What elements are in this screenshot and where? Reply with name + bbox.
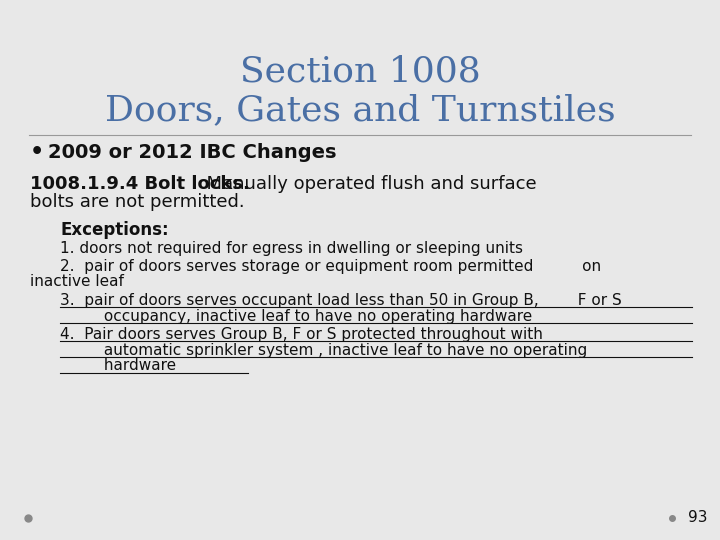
Text: 93: 93 (688, 510, 708, 525)
Text: automatic sprinkler system , inactive leaf to have no operating: automatic sprinkler system , inactive le… (60, 342, 588, 357)
Text: occupancy, inactive leaf to have no operating hardware: occupancy, inactive leaf to have no oper… (60, 308, 532, 323)
Text: 4.  Pair doors serves Group B, F or S protected throughout with: 4. Pair doors serves Group B, F or S pro… (60, 327, 543, 341)
Text: Exceptions:: Exceptions: (60, 221, 168, 239)
Text: 1008.1.9.4 Bolt locks.: 1008.1.9.4 Bolt locks. (30, 175, 250, 193)
Text: bolts are not permitted.: bolts are not permitted. (30, 193, 245, 211)
Text: hardware: hardware (60, 359, 176, 374)
Text: •: • (30, 142, 44, 162)
Text: Doors, Gates and Turnstiles: Doors, Gates and Turnstiles (104, 93, 616, 127)
Text: 1. doors not required for egress in dwelling or sleeping units: 1. doors not required for egress in dwel… (60, 240, 523, 255)
Text: 2.  pair of doors serves storage or equipment room permitted          on: 2. pair of doors serves storage or equip… (60, 259, 601, 273)
Text: 3.  pair of doors serves occupant load less than 50 in Group B,        F or S: 3. pair of doors serves occupant load le… (60, 293, 622, 307)
Text: Section 1008: Section 1008 (240, 55, 480, 89)
Text: Manually operated flush and surface: Manually operated flush and surface (195, 175, 536, 193)
Text: 2009 or 2012 IBC Changes: 2009 or 2012 IBC Changes (48, 143, 336, 161)
Text: inactive leaf: inactive leaf (30, 274, 124, 289)
